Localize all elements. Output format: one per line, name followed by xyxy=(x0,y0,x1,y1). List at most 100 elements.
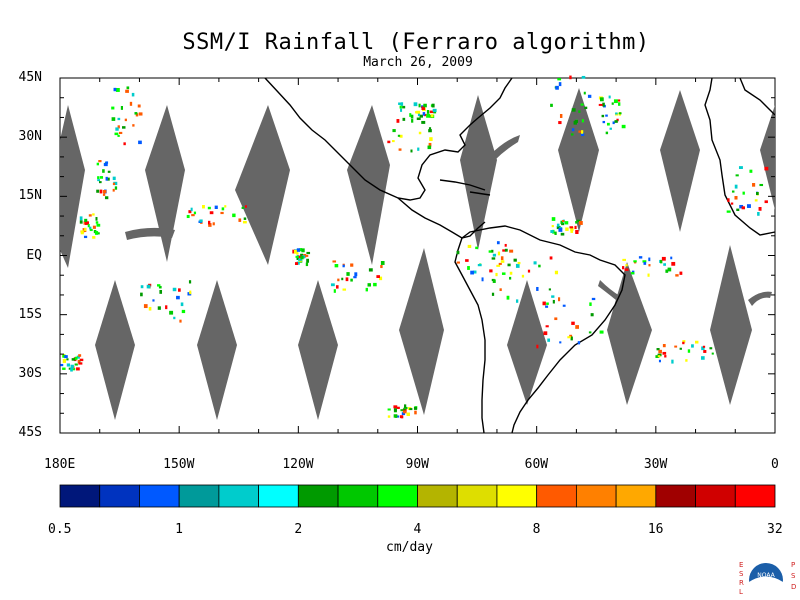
rain-cell xyxy=(123,142,126,146)
rain-cell xyxy=(350,278,353,282)
rain-cell xyxy=(559,113,563,118)
rain-cell xyxy=(587,94,592,98)
rain-cell xyxy=(115,127,119,131)
rain-cell xyxy=(104,196,109,200)
rain-cell xyxy=(421,120,426,124)
colorbar-swatch xyxy=(615,484,657,508)
rain-cell xyxy=(691,344,694,348)
rain-cell xyxy=(181,309,186,314)
colorbar-swatch xyxy=(575,484,617,508)
colorbar-swatch xyxy=(337,484,379,508)
rain-cell xyxy=(736,208,740,212)
colorbar xyxy=(59,484,776,508)
rain-cell xyxy=(467,266,470,270)
rain-cell xyxy=(606,122,610,126)
rain-cell xyxy=(300,255,304,260)
rain-cell xyxy=(427,145,432,150)
rain-cell xyxy=(679,347,682,350)
swath-gap xyxy=(748,291,772,306)
rain-cell xyxy=(202,205,205,209)
rain-cell xyxy=(658,359,661,363)
rain-cell xyxy=(186,214,190,219)
rain-cell xyxy=(92,236,96,239)
rain-cell xyxy=(578,220,583,225)
rain-cell xyxy=(671,261,676,266)
rain-cell xyxy=(88,214,92,217)
rain-cell xyxy=(507,263,511,267)
rain-cell xyxy=(112,188,115,192)
rain-cell xyxy=(396,406,400,410)
rain-cell xyxy=(416,110,421,114)
swath-gap xyxy=(710,245,752,405)
rain-cell xyxy=(599,330,604,334)
rain-cell xyxy=(764,166,769,171)
swath-gap xyxy=(235,105,290,265)
latitude-label: 30N xyxy=(18,129,42,145)
rain-cell xyxy=(759,183,764,187)
rain-cell xyxy=(423,103,427,108)
rain-cell xyxy=(574,225,577,230)
rain-cell xyxy=(554,317,558,321)
map-date: March 26, 2009 xyxy=(363,55,473,70)
rain-cell xyxy=(570,336,573,341)
rain-cell xyxy=(622,266,625,270)
noaa-logo-bird xyxy=(749,576,783,597)
rain-cell xyxy=(394,415,398,418)
rain-cell xyxy=(87,224,90,228)
rain-cell xyxy=(346,272,350,276)
rain-cell xyxy=(79,220,83,224)
rain-cell xyxy=(671,359,674,364)
rain-cell xyxy=(178,288,181,292)
longitude-label: 150W xyxy=(163,457,195,472)
rain-cell xyxy=(618,102,621,106)
rain-cell xyxy=(97,176,100,179)
rain-cell xyxy=(730,202,734,205)
rain-cell xyxy=(124,118,127,122)
swath-gap xyxy=(399,248,444,415)
colorbar-tick-label: 0.5 xyxy=(48,522,72,537)
axis-ticks xyxy=(59,77,776,434)
rain-cell xyxy=(342,264,345,268)
rain-cell xyxy=(550,103,553,107)
rain-cell xyxy=(365,287,368,292)
swath-gap xyxy=(558,88,599,232)
rain-cell xyxy=(232,213,236,218)
rain-cell xyxy=(387,408,391,411)
rain-cell xyxy=(80,230,84,235)
rain-cell xyxy=(418,131,422,135)
coastlines xyxy=(264,77,776,434)
rain-cell xyxy=(432,108,437,112)
rain-cell xyxy=(598,103,603,106)
rain-cell xyxy=(571,321,575,325)
rain-cell xyxy=(96,223,101,227)
rain-cell xyxy=(583,91,586,95)
rain-cell xyxy=(679,271,683,275)
rain-cell xyxy=(536,344,539,349)
rain-cell xyxy=(727,198,730,202)
rain-cell xyxy=(220,211,224,215)
rain-cell xyxy=(96,162,100,166)
rain-cell xyxy=(89,226,92,230)
rain-cell xyxy=(498,262,502,265)
rain-cell xyxy=(292,249,296,254)
rain-cell xyxy=(71,358,76,361)
rain-cell xyxy=(404,404,407,408)
rain-cell xyxy=(538,264,541,268)
rain-cell xyxy=(99,189,103,194)
rain-cell xyxy=(353,276,357,279)
rain-cell xyxy=(403,408,406,411)
rain-cell xyxy=(428,127,432,130)
rain-cell xyxy=(402,408,407,413)
rain-cell xyxy=(643,261,647,265)
rain-cell xyxy=(542,301,546,306)
rain-cell xyxy=(188,210,192,214)
rain-cell xyxy=(98,160,102,163)
rain-cell xyxy=(422,112,426,116)
rain-cell xyxy=(224,205,227,208)
rain-cell xyxy=(470,270,474,275)
rain-cell xyxy=(400,108,403,112)
rain-cell xyxy=(137,104,141,108)
colorbar-swatch xyxy=(297,484,339,508)
rain-cell xyxy=(62,358,67,363)
